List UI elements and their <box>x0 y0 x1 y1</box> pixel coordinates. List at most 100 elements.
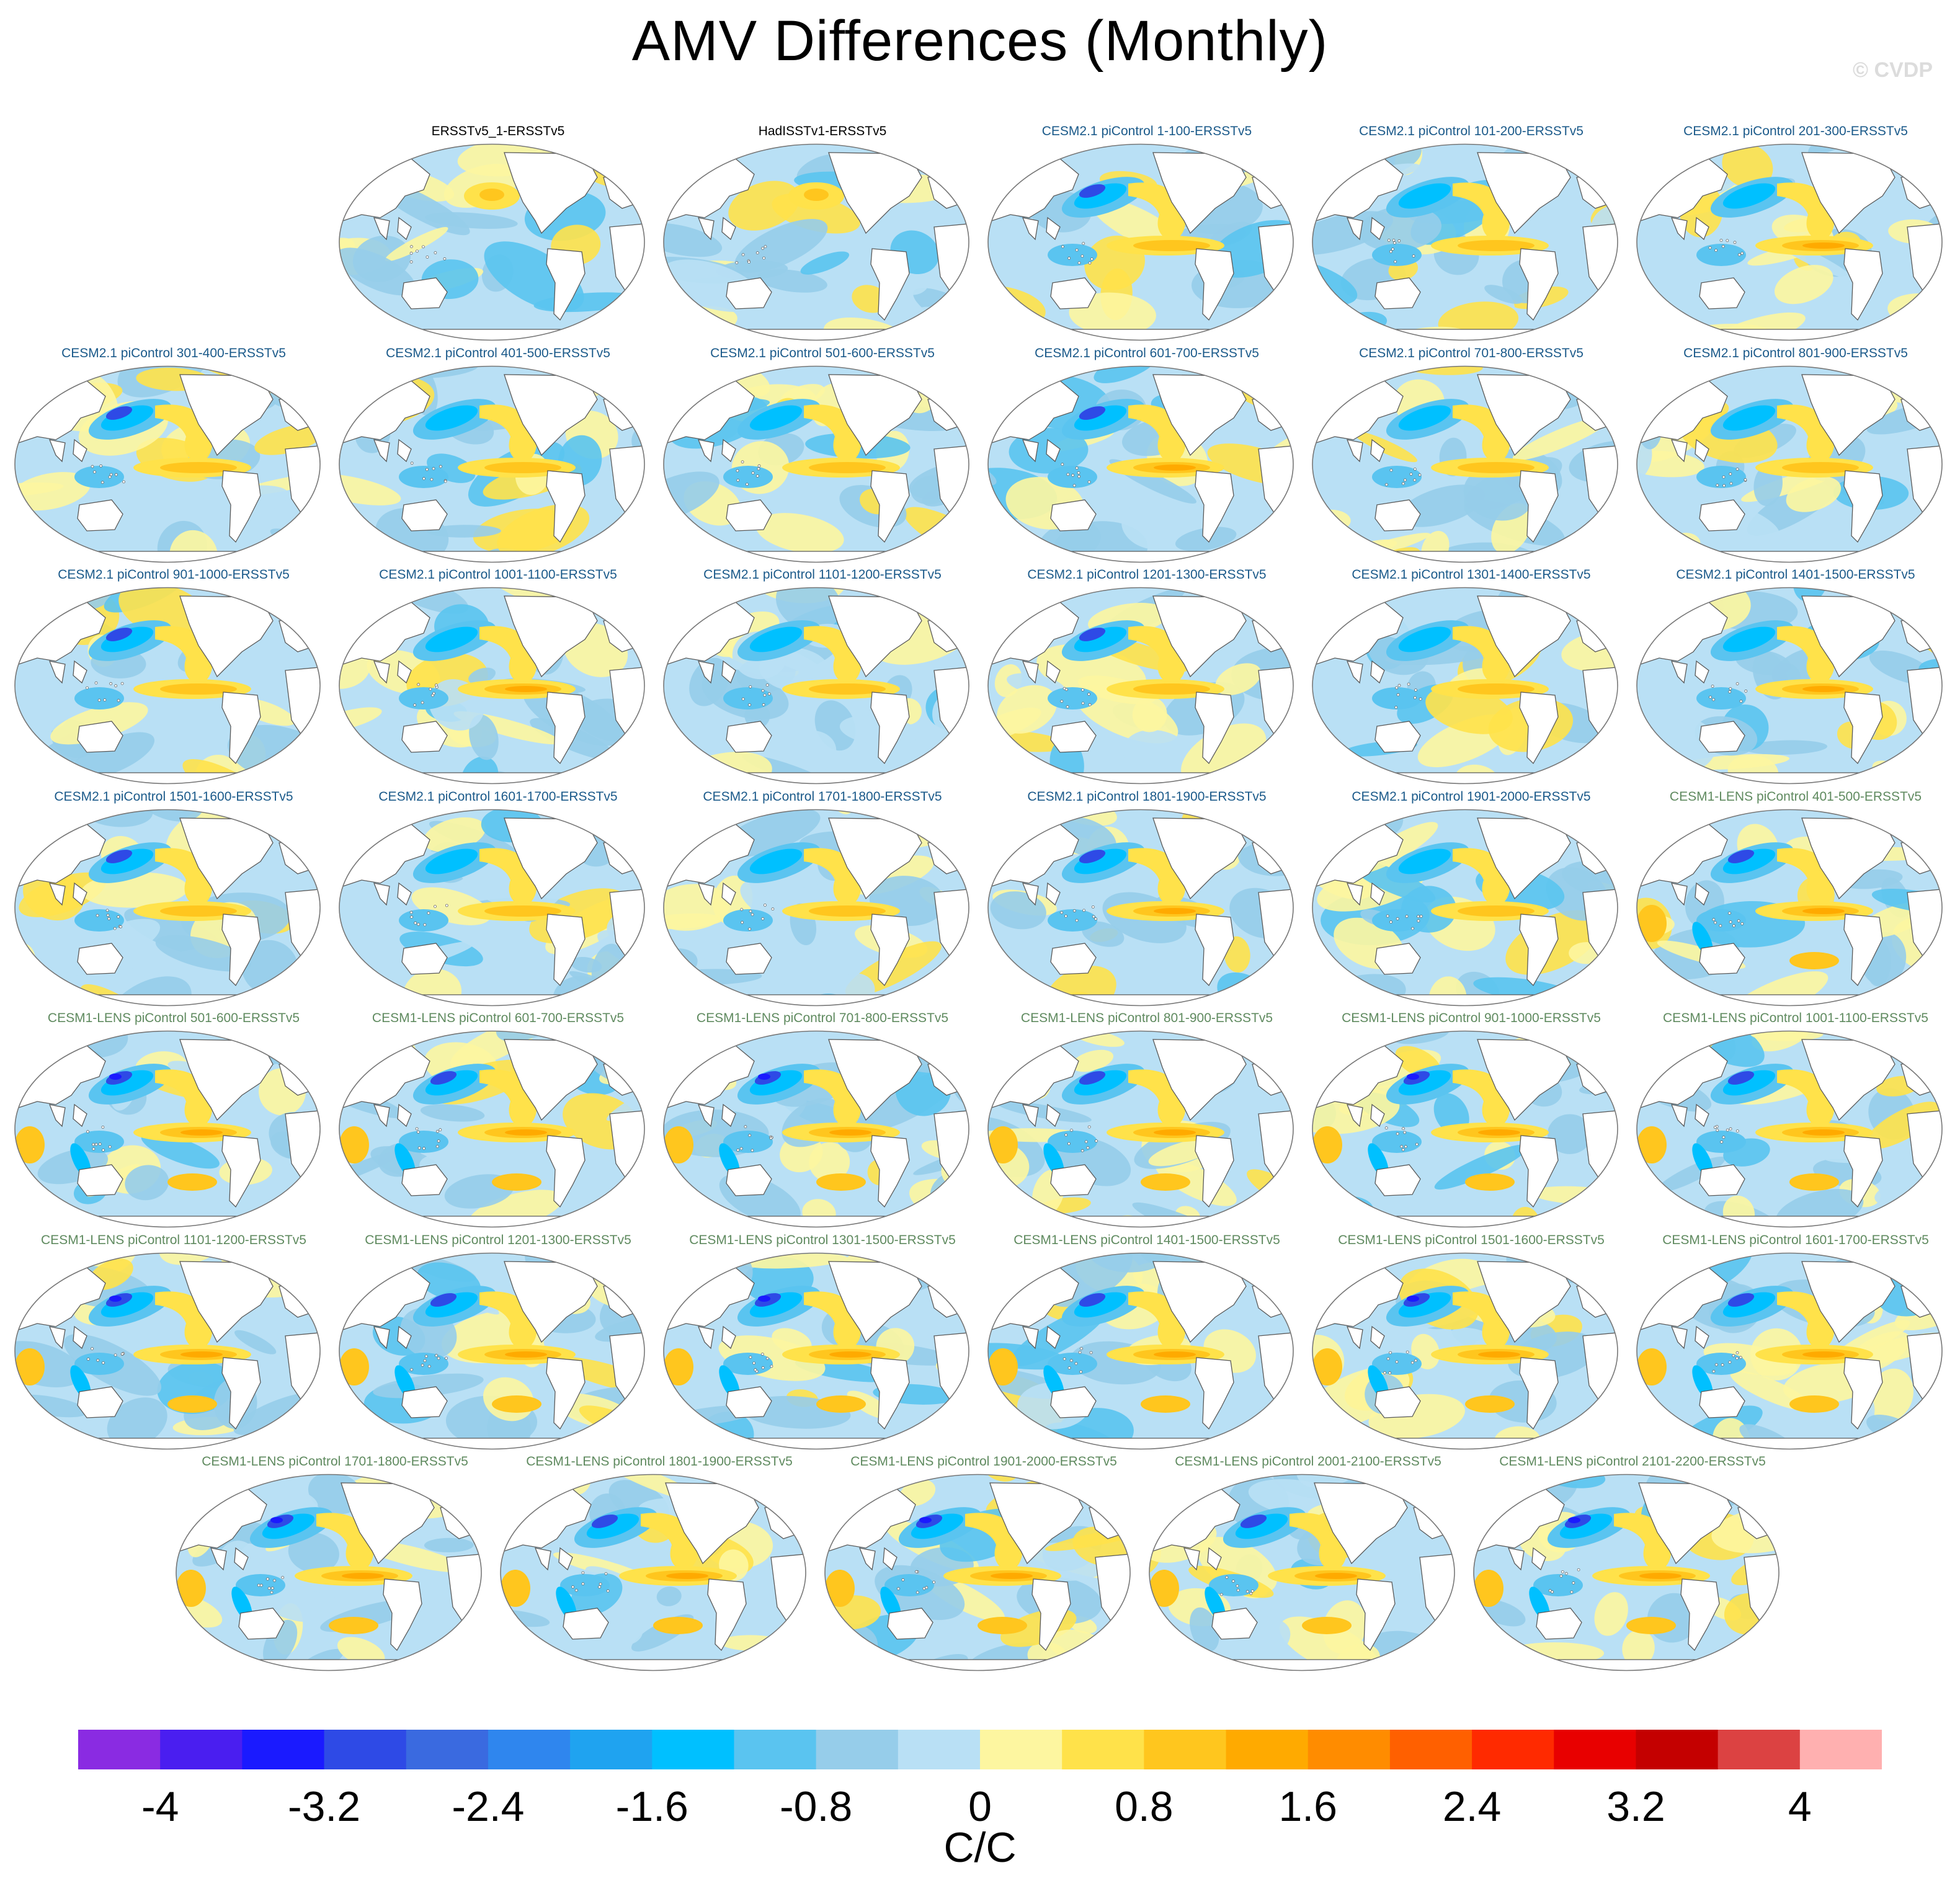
robinson-map <box>1636 809 1943 1007</box>
map-outline <box>987 1252 1294 1450</box>
land-mass <box>373 439 390 463</box>
sst-field <box>501 1474 806 1671</box>
colorbar-swatch <box>1307 1730 1391 1769</box>
map-panel: CESM2.1 piControl 1201-1300-ERSSTv5 <box>986 567 1308 788</box>
land-mass <box>721 1103 736 1128</box>
robinson-map <box>663 143 969 341</box>
land-mass <box>1022 661 1039 684</box>
map-panel: CESM2.1 piControl 1901-2000-ERSSTv5 <box>1310 790 1633 1010</box>
map-panel: CESM2.1 piControl 101-200-ERSSTv5 <box>1310 124 1633 344</box>
land-mass <box>870 914 910 987</box>
colorbar-tick-label: 2.4 <box>1442 1783 1502 1830</box>
map-panel: CESM2.1 piControl 1601-1700-ERSSTv5 <box>337 790 659 1010</box>
land-mass <box>828 1039 922 1121</box>
land-mass <box>73 438 87 463</box>
land-mass <box>221 1357 261 1430</box>
map-panel: CESM2.1 piControl 1001-1100-ERSSTv5 <box>337 567 659 788</box>
land-mass <box>1477 152 1571 234</box>
land-mass <box>179 1039 274 1121</box>
land-mass <box>504 1039 598 1121</box>
land-mass <box>373 883 390 906</box>
map-outline <box>1312 587 1618 785</box>
land-mass <box>1050 721 1097 753</box>
panel-title: CESM1-LENS piControl 1701-1800-ERSSTv5 <box>202 1454 468 1469</box>
land-mass <box>1801 1039 1895 1121</box>
copyright-label: © CVDP <box>1853 58 1933 82</box>
land-mass <box>1374 943 1421 975</box>
robinson-map <box>1312 587 1618 785</box>
land-mass <box>210 1547 227 1571</box>
land-mass <box>1346 883 1363 906</box>
land-mass <box>726 943 772 975</box>
land-mass <box>883 1547 898 1571</box>
colorbar-swatch <box>1554 1730 1636 1769</box>
land-mass <box>1670 883 1688 906</box>
colorbar-tick-label: 0.8 <box>1115 1783 1174 1830</box>
land-mass <box>1699 1164 1745 1196</box>
land-mass <box>1031 1578 1071 1652</box>
map-panel: CESM1-LENS piControl 801-900-ERSSTv5 <box>986 1011 1308 1231</box>
map-outline <box>339 1030 645 1228</box>
panel-title: CESM1-LENS piControl 601-700-ERSSTv5 <box>372 1011 625 1025</box>
map-outline <box>1312 1252 1618 1450</box>
colorbar-swatch <box>406 1730 489 1769</box>
colorbar-tick-label: -0.8 <box>780 1783 853 1830</box>
land-mass <box>1670 1326 1688 1350</box>
map-outline <box>1636 1252 1943 1450</box>
land-mass <box>1046 882 1061 906</box>
panel-title: CESM1-LENS piControl 2001-2100-ERSSTv5 <box>1175 1454 1441 1469</box>
robinson-map <box>1473 1474 1780 1671</box>
panel-title: CESM2.1 piControl 701-800-ERSSTv5 <box>1359 346 1584 360</box>
map-panel: CESM2.1 piControl 801-900-ERSSTv5 <box>1634 346 1957 566</box>
map-panel: CESM1-LENS piControl 1801-1900-ERSSTv5 <box>498 1454 821 1675</box>
robinson-map <box>14 809 321 1007</box>
map-outline <box>1312 1030 1618 1228</box>
land-mass <box>726 1386 772 1418</box>
land-mass <box>1374 1164 1421 1196</box>
colorbar-swatch <box>1062 1730 1144 1769</box>
sst-field <box>988 366 1293 563</box>
land-mass <box>77 1386 123 1418</box>
land-mass <box>697 217 715 241</box>
map-outline <box>663 1252 969 1450</box>
land-mass <box>1670 661 1688 684</box>
sst-field <box>15 366 320 563</box>
land-mass <box>221 914 261 987</box>
map-panel: CESM2.1 piControl 401-500-ERSSTv5 <box>337 346 659 566</box>
map-outline <box>1636 587 1943 785</box>
colorbar-tick-label: 1.6 <box>1278 1783 1337 1830</box>
land-mass <box>1346 661 1363 684</box>
land-mass <box>546 1357 586 1430</box>
map-outline <box>987 143 1294 341</box>
colorbar-swatch <box>1717 1730 1801 1769</box>
land-mass <box>558 1547 573 1571</box>
robinson-map <box>663 587 969 785</box>
panel-title: CESM2.1 piControl 1001-1100-ERSSTv5 <box>379 567 617 582</box>
land-mass <box>373 1326 390 1350</box>
panel-title: CESM1-LENS piControl 701-800-ERSSTv5 <box>696 1011 949 1025</box>
map-panel: CESM2.1 piControl 1401-1500-ERSSTv5 <box>1634 567 1957 788</box>
land-mass <box>221 692 261 765</box>
robinson-map <box>1312 365 1618 563</box>
land-mass <box>1699 499 1745 532</box>
robinson-map <box>339 809 645 1007</box>
colorbar-swatch <box>1389 1730 1472 1769</box>
land-mass <box>221 1135 261 1208</box>
land-mass <box>1370 216 1385 241</box>
land-mass <box>1022 1326 1039 1350</box>
land-mass <box>989 1482 1084 1565</box>
land-mass <box>1152 1261 1247 1343</box>
panel-title: CESM1-LENS piControl 1401-1500-ERSSTv5 <box>1013 1233 1280 1247</box>
land-mass <box>1152 152 1247 234</box>
land-mass <box>1046 216 1061 241</box>
robinson-map <box>14 587 321 785</box>
land-mass <box>697 1326 715 1350</box>
map-panel: CESM2.1 piControl 901-1000-ERSSTv5 <box>12 567 335 788</box>
panel-title: CESM1-LENS piControl 1501-1600-ERSSTv5 <box>1338 1233 1605 1247</box>
robinson-map <box>1636 365 1943 563</box>
land-mass <box>1670 217 1688 241</box>
colorbar-swatch <box>816 1730 899 1769</box>
map-outline <box>1312 143 1618 341</box>
map-outline <box>14 809 321 1007</box>
land-mass <box>73 1103 87 1128</box>
